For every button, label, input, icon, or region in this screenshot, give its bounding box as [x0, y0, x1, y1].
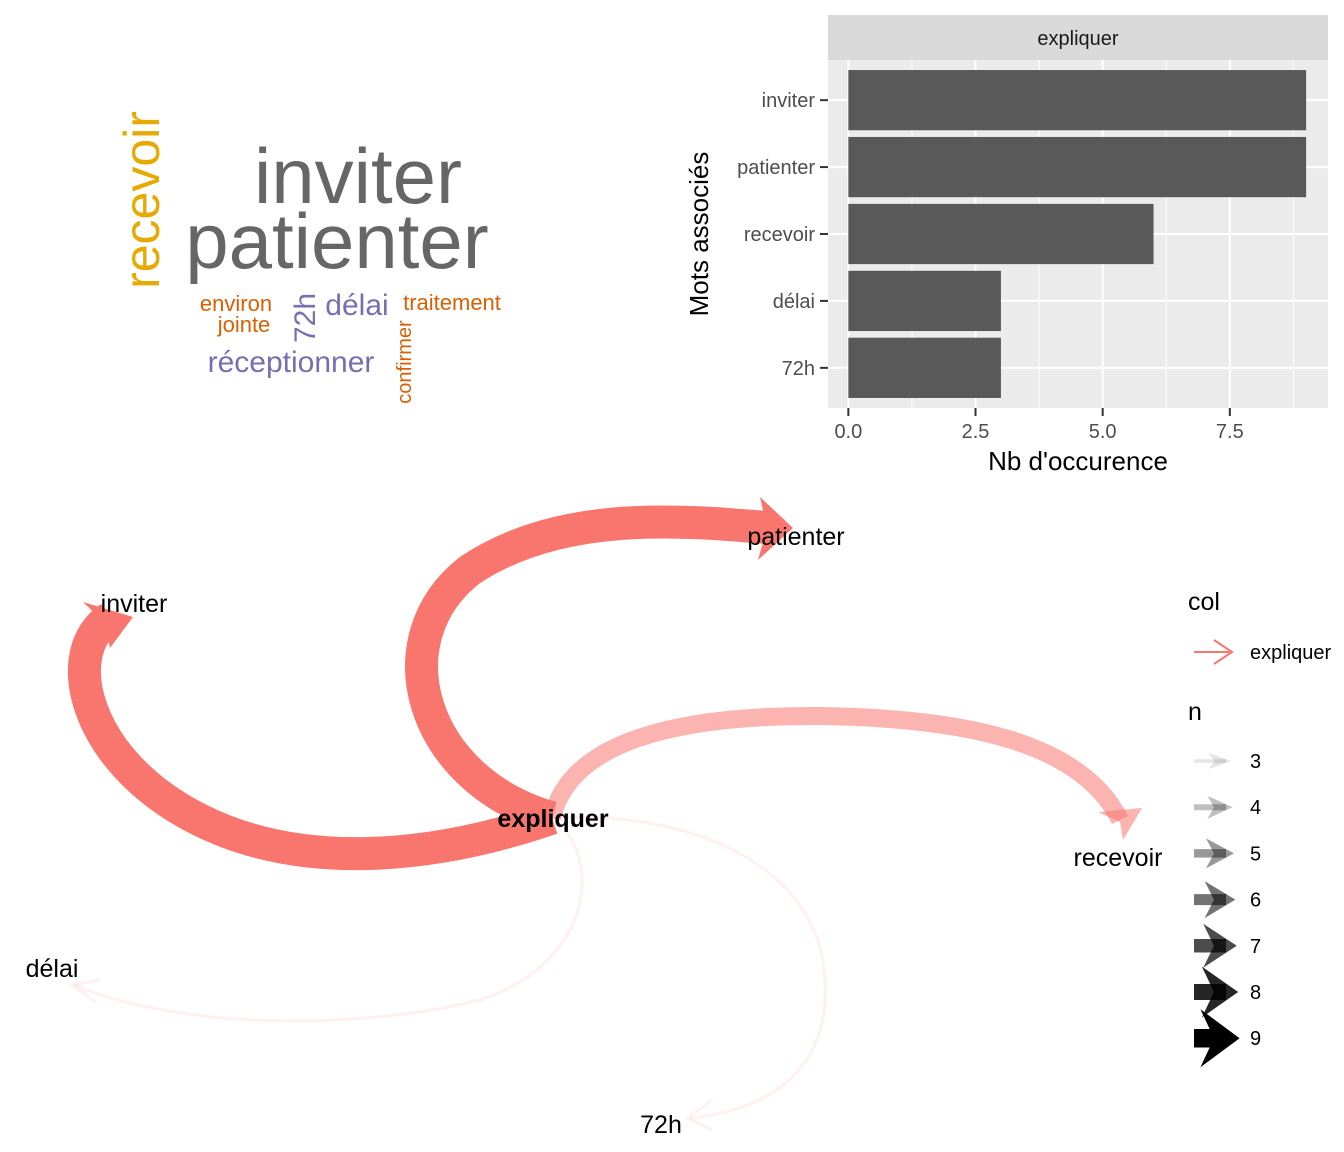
- bar-72h: [848, 337, 1001, 398]
- legend-n-label-0: 3: [1250, 751, 1261, 773]
- legend-n-arrow-4: [1203, 923, 1237, 968]
- y-tick-label-3: délai: [773, 291, 815, 313]
- arrowhead-patienter: [758, 497, 793, 560]
- legend-n-arrow-3: [1204, 881, 1236, 919]
- legend-col-arrow-0: [1213, 639, 1234, 665]
- edge-72h: [551, 815, 827, 1120]
- legend-col-title: col: [1188, 588, 1220, 616]
- word-1: patienter: [185, 197, 489, 285]
- facet-strip: [828, 15, 1328, 60]
- legend-n-arrow-2: [1206, 838, 1234, 869]
- word-8: réceptionner: [208, 346, 375, 379]
- bar-inviter: [848, 70, 1307, 131]
- x-tick-label-2: 5.0: [1089, 421, 1117, 443]
- legend-n-label-3: 6: [1250, 890, 1261, 912]
- bar-patienter: [848, 136, 1307, 198]
- arrowhead-72h: [685, 1098, 713, 1132]
- legend-n-title: n: [1188, 698, 1202, 726]
- x-tick-label-3: 7.5: [1216, 421, 1244, 443]
- legend-n-arrow-6: [1200, 1009, 1240, 1068]
- y-tick-label-4: 72h: [782, 358, 815, 380]
- word-7: traitement: [403, 290, 501, 315]
- edge-inviter: [67, 604, 558, 871]
- edge-patienter: [405, 505, 774, 834]
- arrowhead-délai: [68, 978, 101, 1004]
- legend-n-label-2: 5: [1250, 843, 1261, 865]
- y-axis-title: Mots associés: [684, 152, 714, 317]
- legend-n-label-6: 9: [1250, 1028, 1261, 1050]
- x-axis-title: Nb d'occurence: [988, 446, 1168, 476]
- node-label-72h: 72h: [640, 1111, 682, 1139]
- edge-délai: [74, 816, 584, 1023]
- word-0: inviter: [254, 132, 462, 220]
- bar-délai: [848, 270, 1001, 332]
- arrowhead-recevoir: [1098, 808, 1142, 840]
- y-tick-label-2: recevoir: [744, 224, 815, 246]
- node-label-recevoir: recevoir: [1074, 844, 1163, 872]
- word-6: délai: [325, 289, 388, 322]
- x-tick-label-1: 2.5: [962, 421, 990, 443]
- bar-recevoir: [848, 203, 1154, 265]
- legend-n-arrow-0: [1208, 753, 1232, 769]
- bar-chart: expliquer inviter patienter recevoir délai 72…: [684, 15, 1328, 476]
- y-tick-label-0: inviter: [762, 90, 816, 112]
- y-tick-label-1: patienter: [737, 157, 815, 179]
- edge-recevoir: [543, 706, 1129, 825]
- legend-col-label-0: expliquer: [1250, 642, 1332, 664]
- node-label-expliquer: expliquer: [497, 805, 608, 833]
- word-5: 72h: [289, 293, 322, 343]
- arrowhead-inviter: [83, 602, 133, 648]
- legend-n-arrow-5: [1201, 966, 1239, 1018]
- node-label-patienter: patienter: [747, 523, 844, 551]
- word-3: environ: [200, 291, 272, 316]
- word-2: recevoir: [114, 111, 170, 289]
- word-4: jointe: [217, 312, 271, 337]
- word-9: confirmer: [394, 320, 416, 404]
- legend-n-label-5: 8: [1250, 982, 1261, 1004]
- facet-strip-label: expliquer: [1037, 28, 1119, 50]
- legend-n-arrow-1: [1207, 795, 1233, 819]
- x-tick-label-0: 0.0: [834, 421, 862, 443]
- node-label-inviter: inviter: [101, 590, 168, 618]
- legend-n-label-4: 7: [1250, 936, 1261, 958]
- node-label-délai: délai: [26, 955, 79, 983]
- legend-n-label-1: 4: [1250, 797, 1261, 819]
